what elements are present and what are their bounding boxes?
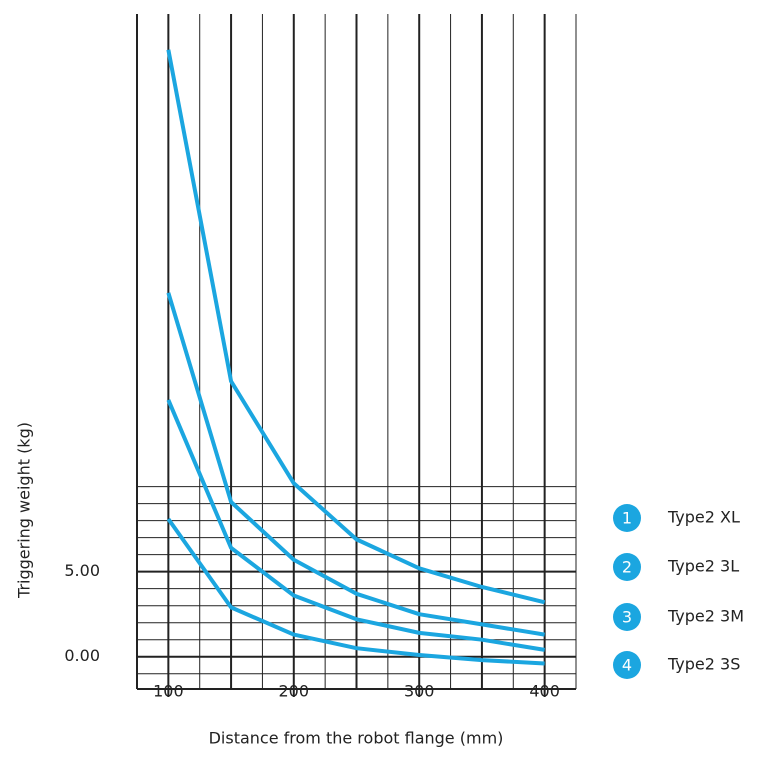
y-tick-label: 0.00: [64, 646, 100, 665]
legend-number: 4: [622, 656, 632, 675]
legend-number: 2: [622, 558, 632, 577]
y-tick-label: 5.00: [64, 561, 100, 580]
series-line: [166, 292, 545, 637]
series-line: [166, 49, 546, 605]
x-axis-label: Distance from the robot flange (mm): [209, 729, 504, 748]
series-line: [166, 399, 545, 652]
legend-badge: [613, 651, 641, 679]
legend-badge: [613, 504, 641, 532]
series-line: [166, 517, 545, 666]
x-tick-label: 300: [404, 682, 435, 701]
legend-label: Type2 3S: [667, 655, 740, 674]
legend-badge: [613, 553, 641, 581]
legend-label: Type2 XL: [667, 508, 740, 527]
legend-number: 1: [622, 509, 632, 528]
legend-label: Type2 3L: [667, 557, 739, 576]
legend-number: 3: [622, 608, 632, 627]
legend-badge: [613, 603, 641, 631]
x-tick-label: 400: [529, 682, 560, 701]
y-axis-label: Triggering weight (kg): [15, 422, 34, 599]
x-tick-label: 100: [153, 682, 184, 701]
x-tick-label: 200: [279, 682, 310, 701]
legend-label: Type2 3M: [667, 607, 744, 626]
